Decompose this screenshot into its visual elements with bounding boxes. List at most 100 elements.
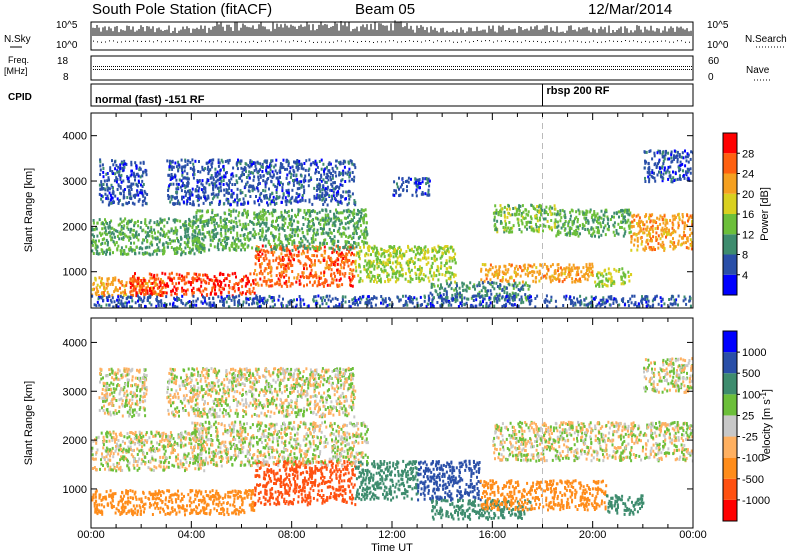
heatmap-cell (142, 238, 145, 242)
heatmap-cell (324, 238, 327, 242)
heatmap-cell (415, 188, 418, 192)
heatmap-cell (456, 292, 459, 296)
heatmap-cell (228, 180, 231, 184)
heatmap-cell (326, 265, 329, 269)
heatmap-cell (310, 225, 313, 229)
heatmap-cell (342, 246, 345, 249)
heatmap-cell (298, 186, 301, 190)
heatmap-cell (387, 278, 389, 282)
nsearch-dot (377, 41, 378, 43)
nsky-label: N.Sky (4, 34, 31, 45)
heatmap-cell (130, 241, 132, 245)
heatmap-cell (186, 200, 189, 203)
nave-dot (95, 69, 96, 70)
heatmap-cell (148, 279, 151, 283)
heatmap-cell (100, 279, 103, 283)
heatmap-cell (244, 185, 247, 189)
nsearch-dot (373, 41, 374, 43)
nave-dot (491, 69, 492, 70)
heatmap-cell (95, 293, 98, 297)
heatmap-cell (418, 268, 420, 272)
freq-dot (275, 66, 276, 67)
heatmap-cell (181, 197, 183, 201)
heatmap-cell (100, 180, 103, 184)
nave-dot (239, 69, 240, 70)
freq-dot (431, 66, 432, 67)
heatmap-cell (321, 193, 324, 197)
heatmap-cell (429, 267, 432, 271)
heatmap-cell (122, 294, 125, 298)
heatmap-cell (362, 209, 365, 213)
heatmap-cell (158, 285, 161, 289)
heatmap-cell (290, 264, 293, 268)
heatmap-cell (240, 202, 243, 206)
heatmap-cell (349, 243, 352, 247)
heatmap-cell (257, 283, 260, 287)
nsearch-dot (661, 40, 662, 42)
heatmap-cell (403, 254, 406, 258)
nave-dot (189, 69, 190, 70)
heatmap-cell (104, 192, 107, 196)
heatmap-cell (186, 272, 189, 276)
nave-dot (565, 69, 566, 70)
nave-dot (147, 69, 148, 70)
heatmap-cell (325, 231, 328, 235)
nsearch-dot (673, 41, 674, 43)
heatmap-cell (261, 252, 264, 256)
heatmap-cell (366, 275, 368, 279)
nave-dot (609, 69, 610, 70)
heatmap-cell (141, 199, 144, 203)
heatmap-cell (198, 195, 201, 199)
nave-dot (367, 69, 368, 70)
heatmap-cell (135, 294, 138, 298)
heatmap-cell (348, 190, 351, 194)
heatmap-cell (275, 188, 278, 192)
heatmap-cell (207, 281, 210, 285)
heatmap-cell (199, 215, 202, 219)
heatmap-cell (200, 245, 203, 249)
freq-dot (681, 66, 682, 67)
nsearch-dot (221, 41, 222, 43)
heatmap-cell (189, 166, 192, 170)
heatmap-cell (120, 225, 123, 228)
nsearch-dot (353, 40, 354, 42)
freq-dot (95, 66, 96, 67)
heatmap-cell (320, 158, 323, 162)
nsearch-dot (429, 40, 430, 42)
freq-dot (99, 66, 100, 67)
heatmap-cell (163, 218, 166, 222)
nave-dot (183, 69, 184, 70)
heatmap-cell (308, 224, 311, 228)
heatmap-cell (298, 180, 301, 184)
nsearch-dot (197, 40, 198, 42)
heatmap-cell (112, 189, 115, 193)
heatmap-cell (146, 289, 149, 293)
heatmap-cell (212, 188, 215, 192)
heatmap-cell (277, 262, 280, 266)
heatmap-cell (184, 231, 187, 235)
heatmap-cell (219, 218, 222, 221)
heatmap-cell (105, 220, 107, 224)
heatmap-cell (274, 163, 277, 167)
nsearch-dot (305, 41, 306, 43)
nave-dot (599, 69, 600, 70)
heatmap-cell (379, 259, 382, 262)
freq-dot (303, 66, 304, 67)
heatmap-cell (127, 227, 130, 231)
heatmap-cell (208, 160, 211, 164)
nsearch-dot (665, 40, 666, 42)
heatmap-cell (461, 297, 463, 301)
heatmap-cell (268, 172, 271, 176)
freq-dot (231, 66, 232, 67)
heatmap-cell (119, 186, 122, 190)
freq-dot (567, 66, 568, 67)
heatmap-cell (279, 167, 282, 171)
heatmap-cell (267, 165, 269, 169)
nsearch-dot (385, 41, 386, 43)
freq-dot (209, 66, 210, 67)
heatmap-cell (249, 237, 252, 241)
heatmap-cell (278, 232, 281, 236)
nave-dot (451, 69, 452, 70)
freq-dot (135, 66, 136, 67)
heatmap-cell (129, 185, 132, 189)
